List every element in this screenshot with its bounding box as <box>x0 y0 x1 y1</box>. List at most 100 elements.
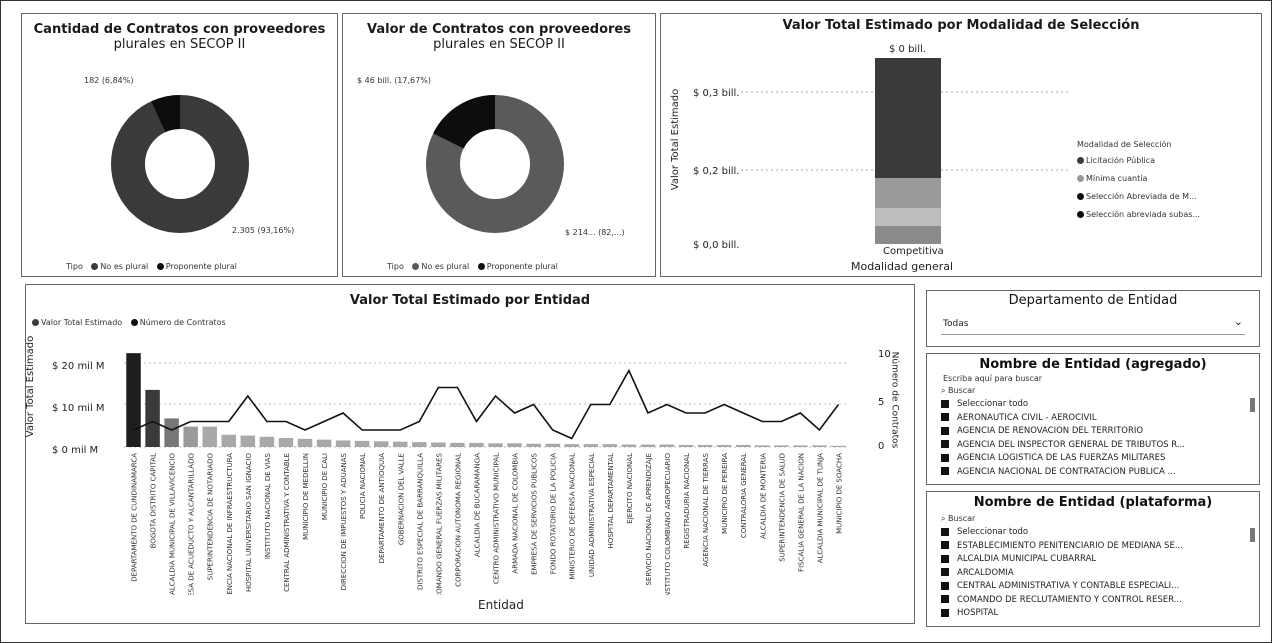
bar-entidad[interactable] <box>297 438 313 447</box>
legend-swatch-plural <box>477 263 485 270</box>
entity-option[interactable]: AGENCIA DEL INSPECTOR GENERAL DE TRIBUTO… <box>941 439 1245 453</box>
chevron-down-icon[interactable]: ⌄ <box>1233 315 1243 328</box>
checkbox[interactable] <box>941 568 949 576</box>
bar-entidad[interactable] <box>640 444 656 447</box>
bar-entidad[interactable] <box>316 439 332 447</box>
bar-entidad[interactable] <box>526 443 541 447</box>
bar-entidad[interactable] <box>469 442 484 447</box>
x-tick-label: MINISTERIO DE DEFENSA NACIONAL <box>569 453 577 580</box>
bar-entidad[interactable] <box>678 444 694 447</box>
entity-option[interactable]: AGENCIA DE RENOVACION DEL TERRITORIO <box>941 425 1245 439</box>
checkbox[interactable] <box>941 541 949 549</box>
bar-entidad[interactable] <box>335 440 351 447</box>
checkbox[interactable] <box>941 453 949 462</box>
option-label: AGENCIA LOGISTICA DE LAS FUERZAS MILITAR… <box>957 453 1166 463</box>
modalidad-xlabel: Modalidad general <box>851 260 954 273</box>
checkbox[interactable] <box>941 399 949 408</box>
checkbox[interactable] <box>941 608 949 617</box>
bar-entidad[interactable] <box>412 442 427 447</box>
legend-swatch-contratos <box>130 319 138 326</box>
bar-entidad[interactable] <box>488 443 503 447</box>
search-input[interactable]: ⌕ Buscar <box>941 386 975 396</box>
checkbox[interactable] <box>941 581 949 590</box>
x-tick-label: ALCALDIA DE BUCARAMANGA <box>473 453 481 557</box>
entidad-card[interactable]: Valor Total Estimado por Entidad Valor T… <box>25 284 915 624</box>
departamento-dropdown[interactable]: Todas ⌄ <box>941 313 1245 335</box>
bar-entidad[interactable] <box>431 442 446 447</box>
checkbox[interactable] <box>941 440 949 448</box>
bar-entidad[interactable] <box>602 444 618 447</box>
checkbox[interactable] <box>941 527 949 536</box>
bar-entidad[interactable] <box>507 443 522 447</box>
option-label: CENTRAL ADMINISTRATIVA Y CONTABLE ESPECI… <box>957 581 1180 591</box>
bar-entidad[interactable] <box>164 418 179 447</box>
entity-option[interactable]: HOSPITAL <box>941 607 1245 621</box>
donut-card-cantidad[interactable]: Cantidad de Contratos con proveedores pl… <box>21 13 338 277</box>
bar-segment-licitacion <box>875 58 941 178</box>
checkbox[interactable] <box>941 595 949 603</box>
donut-chart-valor[interactable] <box>343 14 656 277</box>
x-tick-label: CONTRALORIA GENERAL <box>740 453 748 538</box>
x-tick-label: BOGOTA DISTRITO CAPITAL <box>150 453 158 548</box>
select-all-option[interactable]: Seleccionar todo <box>941 398 1245 412</box>
bar-entidad[interactable] <box>240 435 256 447</box>
search-input[interactable]: ⌕ Buscar <box>941 514 975 524</box>
bar-entidad[interactable] <box>183 426 198 447</box>
bar-entidad[interactable] <box>354 440 370 447</box>
entity-option[interactable]: CENTRAL ADMINISTRATIVA Y CONTABLE ESPECI… <box>941 580 1245 594</box>
bar-entidad[interactable] <box>774 445 789 447</box>
checkbox[interactable] <box>941 413 949 421</box>
bar-entidad[interactable] <box>393 441 408 447</box>
select-all-option[interactable]: Seleccionar todo <box>941 526 1245 540</box>
donut-legend: Tipo No es plural Proponente plural <box>66 262 237 271</box>
x-tick-label: MUNICIPIO DE CALI <box>321 453 329 520</box>
entity-option[interactable]: ALCALDIA MUNICIPAL CUBARRAL <box>941 553 1245 567</box>
bar-entidad[interactable] <box>278 438 294 447</box>
bar-entidad[interactable] <box>621 444 637 447</box>
bar-entidad[interactable] <box>221 434 237 447</box>
checkbox[interactable] <box>941 426 949 435</box>
bar-entidad[interactable] <box>755 445 770 447</box>
entity-option[interactable]: ESTABLECIMIENTO PENITENCIARIO DE MEDIANA… <box>941 540 1245 554</box>
bar-entidad[interactable] <box>831 445 846 447</box>
bar-entidad[interactable] <box>812 445 827 447</box>
bar-entidad[interactable] <box>735 444 751 447</box>
bar-entidad[interactable] <box>202 426 217 447</box>
y-tick-0: $ 20 mil M <box>52 361 105 372</box>
bar-entidad[interactable] <box>126 353 141 447</box>
bar-entidad[interactable] <box>373 441 389 447</box>
entity-option[interactable]: AGENCIA LOGISTICA DE LAS FUERZAS MILITAR… <box>941 452 1245 466</box>
scrollbar[interactable] <box>1250 398 1255 412</box>
bar-entidad[interactable] <box>659 444 675 447</box>
donut-card-valor[interactable]: Valor de Contratos con proveedores plura… <box>342 13 656 277</box>
entity-option[interactable]: COMANDO DE RECLUTAMIENTO Y CONTROL RESER… <box>941 594 1245 608</box>
bar-entidad[interactable] <box>583 444 599 447</box>
entity-option[interactable]: ARCALDOMIA <box>941 567 1245 581</box>
bar-entidad[interactable] <box>259 436 275 447</box>
bar-entidad[interactable] <box>145 389 160 447</box>
slicer-title: Nombre de Entidad (agregado) <box>979 357 1207 372</box>
legend-swatch-no-plural <box>91 263 99 270</box>
bar-entidad[interactable] <box>716 444 732 447</box>
entity-option[interactable]: AERONAUTICA CIVIL - AEROCIVIL <box>941 412 1245 426</box>
slicer-entidad-plataforma[interactable]: Nombre de Entidad (plataforma) ⌕ Buscar … <box>926 491 1260 627</box>
slicer-departamento[interactable]: Departamento de Entidad Todas ⌄ <box>926 290 1260 347</box>
checkbox[interactable] <box>941 467 949 475</box>
entidad-plot[interactable]: DEPARTAMENTO DE CUNDINAMARCA BOGOTA DISTR… <box>26 285 915 595</box>
slicer-entidad-agregado[interactable]: Nombre de Entidad (agregado) Escriba aqu… <box>926 353 1260 485</box>
modalidad-plot[interactable] <box>661 14 1081 264</box>
checkbox[interactable] <box>941 554 949 563</box>
entity-option[interactable]: AGENCIA NACIONAL DE CONTRATACION PUBLICA… <box>941 466 1245 480</box>
option-label: AGENCIA DE RENOVACION DEL TERRITORIO <box>957 426 1144 436</box>
bar-entidad[interactable] <box>697 444 713 447</box>
bar-entidad[interactable] <box>564 444 579 447</box>
donut-chart-cantidad[interactable] <box>22 14 338 277</box>
x-tick-label: COMANDO GENERAL FUERZAS MILITARES <box>435 452 443 595</box>
bar-entidad[interactable] <box>545 443 560 447</box>
bar-entidad[interactable] <box>793 445 808 447</box>
bar-entidad[interactable] <box>450 442 465 447</box>
x-tick-label: EMPRESA DE SERVICIOS PUBLICOS <box>531 452 539 574</box>
scrollbar[interactable] <box>1250 528 1255 542</box>
modalidad-card[interactable]: Valor Total Estimado por Modalidad de Se… <box>660 13 1262 277</box>
x-tick-label: EMPRESA DE ACUEDUCTO Y ALCANTARILLADO <box>188 453 196 595</box>
